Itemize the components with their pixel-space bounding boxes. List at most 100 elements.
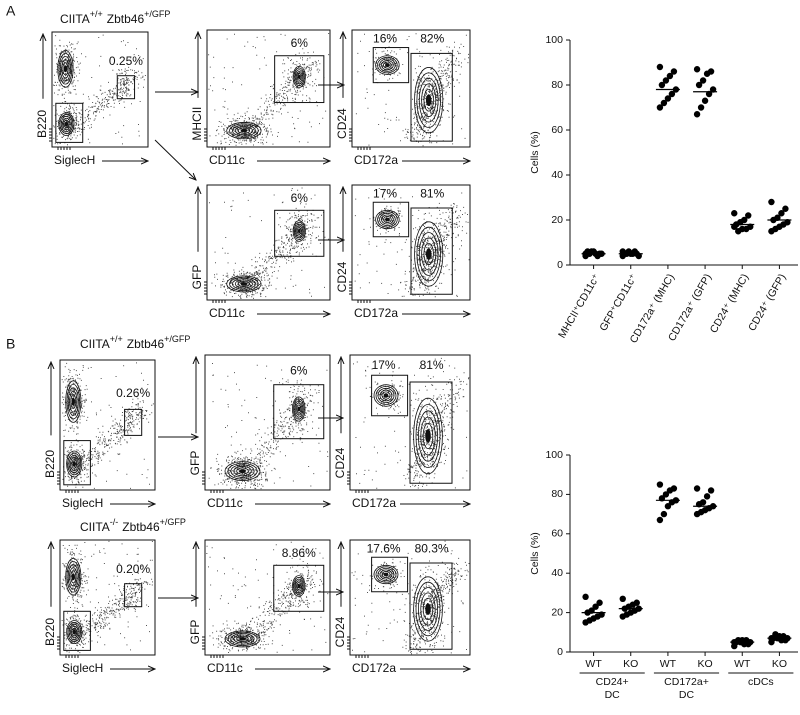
gate xyxy=(409,381,453,484)
data-point xyxy=(707,487,715,494)
group-label: DC xyxy=(679,689,695,701)
flow-plot: 6% GFP CD11c xyxy=(188,354,330,510)
data-point xyxy=(668,90,676,98)
gene: CIITA xyxy=(80,520,110,534)
x-tick-label: KO xyxy=(623,658,638,670)
gate xyxy=(274,209,325,257)
data-point xyxy=(619,595,626,603)
plot-frame xyxy=(349,354,471,491)
contour xyxy=(70,625,79,639)
flow-plot: 17% 81% CD24 CD172a xyxy=(333,354,471,510)
contour xyxy=(71,627,78,637)
x-axis-label: CD172a xyxy=(354,306,398,320)
contour xyxy=(373,564,399,585)
contour xyxy=(292,65,306,88)
y-axis-label: GFP xyxy=(188,620,202,645)
contour xyxy=(423,242,434,266)
data-point xyxy=(731,210,738,217)
data-point xyxy=(596,599,603,606)
contour xyxy=(72,461,76,467)
contour xyxy=(413,397,443,475)
data-point xyxy=(693,485,701,492)
data-point xyxy=(697,104,705,111)
contour xyxy=(296,582,302,590)
contour xyxy=(65,380,82,423)
data-point xyxy=(635,252,642,260)
contour xyxy=(416,72,441,128)
gate-label: 17.6% xyxy=(367,541,401,555)
contour xyxy=(69,390,78,413)
genotype: CIITA-/- Zbtb46+/GFP xyxy=(80,517,186,534)
contour xyxy=(379,569,393,580)
data-point xyxy=(660,510,668,518)
gate xyxy=(371,556,409,593)
x-tick-label: CD24⁺ (GFP) xyxy=(746,272,788,333)
x-tick-label: GFP⁺CD11c⁺ xyxy=(597,271,640,333)
plot-frame xyxy=(51,31,149,148)
allele: +/GFP xyxy=(160,517,186,527)
gate xyxy=(409,562,453,650)
gate xyxy=(63,610,91,651)
group-label: CD24+ xyxy=(596,676,629,688)
x-tick-label: MHCII⁺CD11c⁺ xyxy=(556,272,603,341)
contour xyxy=(385,63,390,68)
contour xyxy=(375,386,397,405)
contour xyxy=(381,571,391,578)
data-point xyxy=(666,72,674,80)
gate-label: 6% xyxy=(290,363,308,377)
contour xyxy=(292,396,306,422)
gate xyxy=(124,408,143,436)
gate-label: 82% xyxy=(420,32,444,46)
contour xyxy=(64,121,69,127)
contour xyxy=(237,127,251,134)
data-point xyxy=(709,86,717,93)
contour xyxy=(385,217,390,222)
arrow xyxy=(154,139,196,180)
contour xyxy=(375,209,400,230)
contour xyxy=(232,278,256,290)
contour xyxy=(377,387,395,404)
genotype: CIITA+/+ Zbtb46+/GFP xyxy=(80,334,190,351)
gate xyxy=(63,440,91,486)
gate-label: 17% xyxy=(373,186,397,200)
flow-plot: 0.25% B220 SiglecH xyxy=(35,31,149,167)
y-axis-label: B220 xyxy=(35,110,49,138)
contour xyxy=(229,276,259,292)
contour xyxy=(425,603,431,615)
plot-frame xyxy=(349,539,471,656)
y-tick-label: 100 xyxy=(545,449,563,461)
contour xyxy=(71,459,78,469)
x-axis-label: CD11c xyxy=(207,496,243,510)
contour xyxy=(65,557,82,596)
contour xyxy=(420,592,436,626)
gate-label: 81% xyxy=(420,358,444,372)
contour xyxy=(292,220,306,242)
data-point xyxy=(666,487,674,494)
panel-label: B xyxy=(6,336,15,352)
data-point xyxy=(695,81,703,89)
contour xyxy=(240,128,248,133)
plot-frame xyxy=(59,539,156,656)
contour xyxy=(226,122,262,140)
data-point xyxy=(664,503,672,510)
y-tick-label: 80 xyxy=(551,488,563,500)
contour xyxy=(293,67,305,86)
contour xyxy=(381,391,391,400)
contour xyxy=(295,225,303,237)
flow-plot: 6% MHCII CD11c xyxy=(190,29,330,167)
x-axis-label: CD172a xyxy=(354,153,398,167)
contour xyxy=(425,429,431,443)
contour xyxy=(296,72,302,81)
data-point xyxy=(782,205,789,212)
gate-label: 17% xyxy=(372,358,396,372)
contour xyxy=(377,567,395,582)
data-point xyxy=(731,223,738,230)
x-axis-label: SiglecH xyxy=(54,153,95,167)
data-point xyxy=(656,104,664,111)
contour xyxy=(294,400,304,418)
gene: Zbtb46 xyxy=(122,520,160,534)
data-point xyxy=(693,111,701,118)
density-dots xyxy=(61,362,154,489)
contour xyxy=(383,572,389,577)
contour xyxy=(422,422,434,449)
